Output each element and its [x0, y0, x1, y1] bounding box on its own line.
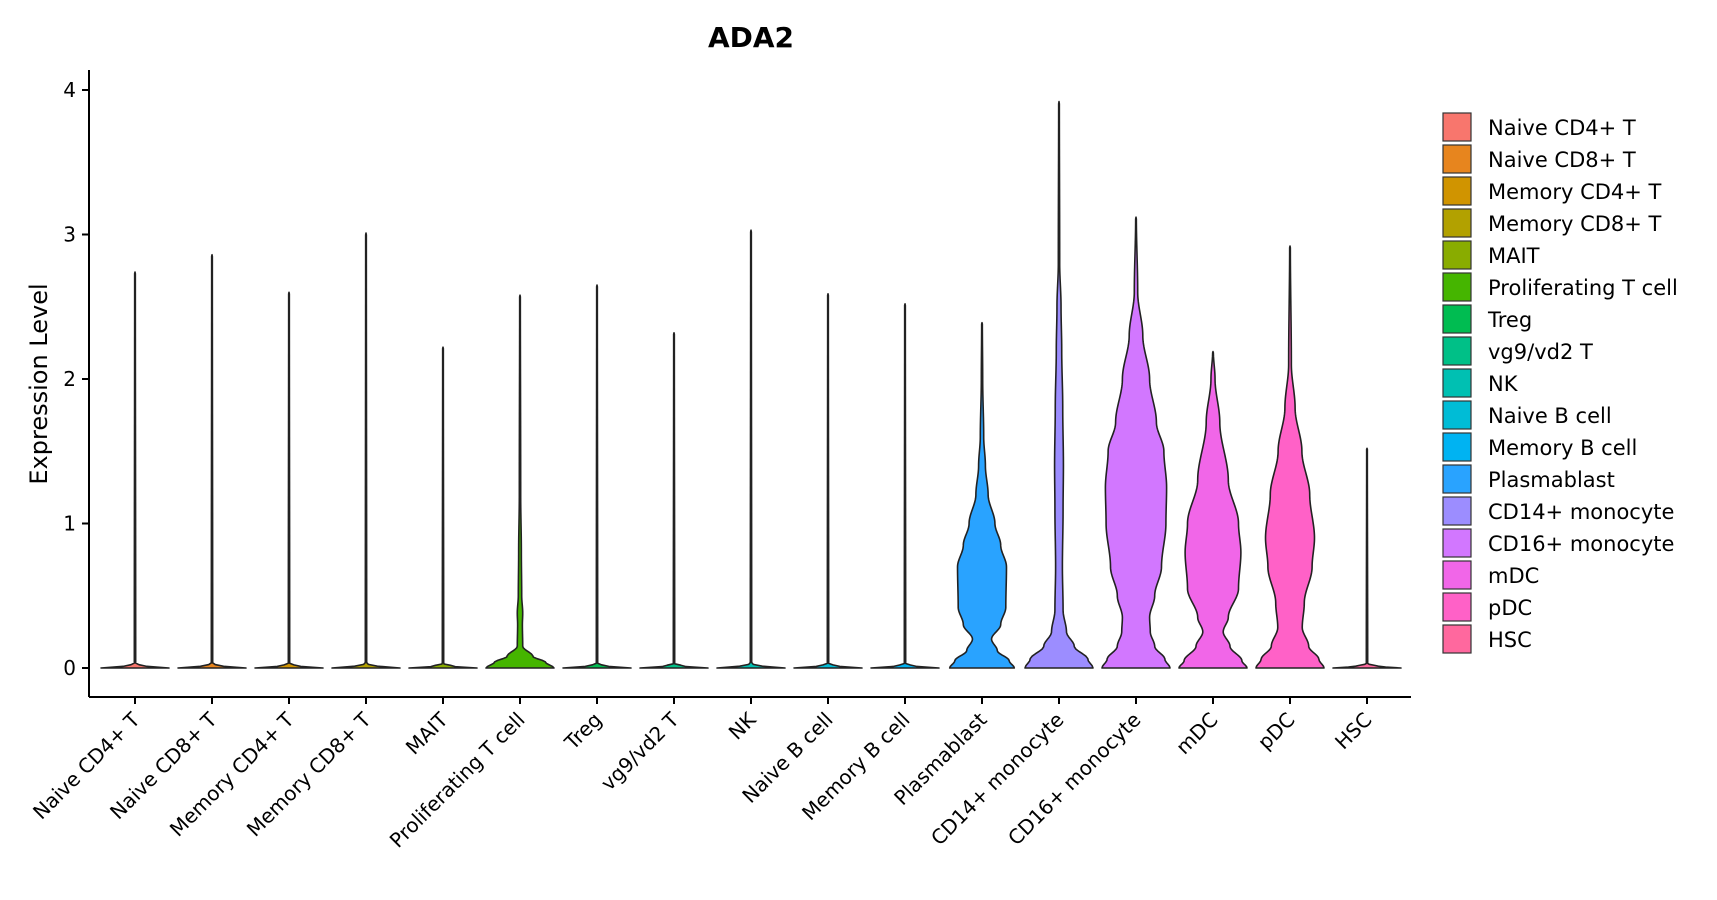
legend-item: Plasmablast: [1442, 464, 1615, 494]
legend-item: MAIT: [1442, 240, 1540, 270]
violin-memory-cd4-t: [254, 291, 324, 669]
legend-item: Memory B cell: [1442, 432, 1637, 462]
legend-swatch: [1442, 208, 1472, 238]
legend-swatch: [1442, 528, 1472, 558]
y-tick-label: 0: [63, 656, 76, 680]
legend-label: HSC: [1488, 628, 1532, 652]
legend-label: pDC: [1488, 596, 1532, 620]
legend-item: Treg: [1442, 304, 1532, 334]
violin-hsc: [1332, 447, 1402, 669]
legend-item: Memory CD4+ T: [1442, 176, 1662, 206]
violin-cd16-monocyte: [1101, 216, 1171, 669]
legend-item: Memory CD8+ T: [1442, 208, 1662, 238]
legend-item: NK: [1442, 368, 1519, 398]
violin-cd14-monocyte: [1024, 100, 1094, 669]
violin-mait: [408, 346, 478, 669]
y-tick-label: 4: [63, 78, 76, 102]
violin-naive-cd8-t: [177, 253, 247, 669]
legend-label: Memory CD4+ T: [1488, 180, 1662, 204]
legend-label: MAIT: [1488, 244, 1540, 268]
legend-label: Treg: [1487, 308, 1532, 332]
legend-swatch: [1442, 272, 1472, 302]
legend-swatch: [1442, 304, 1472, 334]
legend-swatch: [1442, 592, 1472, 622]
legend-item: mDC: [1442, 560, 1539, 590]
legend-item: Naive B cell: [1442, 400, 1612, 430]
violin-plasmablast: [948, 321, 1016, 669]
legend-swatch: [1442, 176, 1472, 206]
violin-proliferating-t-cell: [485, 294, 555, 669]
legend-item: CD14+ monocyte: [1442, 496, 1674, 526]
legend-swatch: [1442, 144, 1472, 174]
legend-label: Naive CD8+ T: [1488, 148, 1636, 172]
legend-label: CD16+ monocyte: [1488, 532, 1674, 556]
violin-memory-cd8-t: [331, 232, 401, 669]
x-tick-label: CD16+ monocyte: [1003, 708, 1146, 851]
x-tick-label: NK: [724, 707, 761, 744]
legend-swatch: [1442, 624, 1472, 654]
legend-item: HSC: [1442, 624, 1532, 654]
legend: Naive CD4+ T Naive CD8+ T Memory CD4+ T Mem…: [1442, 112, 1678, 654]
legend-swatch: [1442, 432, 1472, 462]
x-tick-label: Proliferating T cell: [385, 708, 530, 853]
plot-area: [100, 100, 1402, 669]
legend-item: vg9/vd2 T: [1442, 336, 1593, 366]
violin-treg: [562, 284, 632, 669]
legend-label: Memory B cell: [1488, 436, 1637, 460]
legend-swatch: [1442, 336, 1472, 366]
legend-label: mDC: [1488, 564, 1539, 588]
legend-item: CD16+ monocyte: [1442, 528, 1674, 558]
legend-swatch: [1442, 560, 1472, 590]
legend-swatch: [1442, 464, 1472, 494]
x-tick-label: vg9/vd2 T: [596, 707, 684, 795]
violin-naive-b-cell: [793, 292, 863, 669]
violin-pdc: [1255, 245, 1325, 669]
violin-mdc: [1178, 350, 1248, 669]
legend-item: pDC: [1442, 592, 1532, 622]
legend-swatch: [1442, 112, 1472, 142]
violin-naive-cd4-t: [100, 271, 170, 669]
y-tick-label: 3: [63, 223, 76, 247]
legend-item: Proliferating T cell: [1442, 272, 1678, 302]
violin-vg9-vd2-t: [639, 331, 709, 669]
y-tick-label: 2: [63, 367, 76, 391]
violin-nk: [716, 229, 786, 669]
y-tick-label: 1: [63, 512, 76, 536]
legend-label: Naive CD4+ T: [1488, 116, 1636, 140]
legend-item: Naive CD8+ T: [1442, 144, 1636, 174]
chart-title: ADA2: [708, 21, 794, 54]
legend-swatch: [1442, 400, 1472, 430]
x-tick-label: MAIT: [401, 707, 453, 759]
legend-item: Naive CD4+ T: [1442, 112, 1636, 142]
x-tick-label: HSC: [1330, 708, 1376, 754]
legend-swatch: [1442, 240, 1472, 270]
legend-label: vg9/vd2 T: [1488, 340, 1593, 364]
x-tick-label: CD14+ monocyte: [926, 708, 1069, 851]
legend-swatch: [1442, 496, 1472, 526]
y-axis-label: Expression Level: [25, 283, 53, 484]
x-tick-label: mDC: [1171, 708, 1223, 760]
x-tick-label: pDC: [1253, 708, 1300, 755]
legend-label: Proliferating T cell: [1488, 276, 1678, 300]
violin-memory-b-cell: [870, 303, 940, 669]
x-tick-label: Treg: [559, 708, 606, 755]
legend-label: NK: [1488, 372, 1519, 396]
legend-label: Naive B cell: [1488, 404, 1612, 428]
legend-label: Memory CD8+ T: [1488, 212, 1662, 236]
legend-label: CD14+ monocyte: [1488, 500, 1674, 524]
legend-label: Plasmablast: [1488, 468, 1615, 492]
legend-swatch: [1442, 368, 1472, 398]
